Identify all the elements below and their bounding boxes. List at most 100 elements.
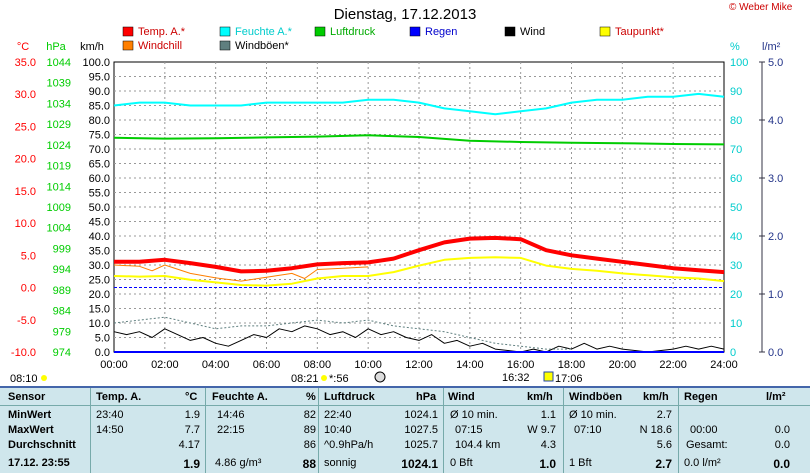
weather-chart: 00:00 02:00 04:00 06:00 08:00 10:00 12:00 14:00… (10, 26, 783, 385)
legend-label: Regen (425, 26, 457, 38)
table-divider (443, 388, 444, 473)
x-tick-label: 00:00 (100, 359, 128, 371)
legend-swatch (599, 26, 611, 37)
wind-tick-label: 75.0 (89, 130, 110, 142)
row-label-max: MaxWert (8, 424, 54, 436)
wind-tick-label: 90.0 (89, 86, 110, 98)
min-temp-value: 1.9 (184, 409, 200, 421)
wind-tick-label: 10.0 (89, 318, 110, 330)
wind-tick-label: 20.0 (89, 289, 110, 301)
temp-tick-label: 10.0 (15, 218, 36, 230)
avg-rain-label: Gesamt: (686, 439, 728, 451)
wind-tick-label: 30.0 (89, 260, 110, 272)
legend-swatch (122, 26, 134, 37)
header-press: Luftdruck (324, 391, 375, 403)
temp-tick-label: -5.0 (17, 315, 36, 327)
series-line-taupunkt (113, 256, 725, 287)
wind-tick-label: 35.0 (89, 246, 110, 258)
legend-label: Temp. A.* (138, 26, 186, 38)
header-press-unit: hPa (416, 391, 437, 403)
x-tick-label: 24:00 (710, 359, 738, 371)
legend-swatch (314, 26, 326, 37)
avg-press-value: 1025.7 (404, 439, 438, 451)
event-label: 17:06 (555, 373, 583, 385)
legend-label: Luftdruck (330, 26, 376, 38)
x-tick-label: 06:00 (253, 359, 281, 371)
header-rain: Regen (684, 391, 718, 403)
wind-tick-label: 50.0 (89, 202, 110, 214)
now-wind-bft: 0 Bft (450, 457, 473, 469)
pressure-tick-label: 1024 (47, 140, 71, 152)
min-press-value: 1024.1 (404, 409, 438, 421)
copyright-label[interactable]: © Weber Mike (729, 2, 793, 13)
temp-tick-label: 0.0 (21, 283, 36, 295)
x-tick-label: 08:00 (304, 359, 332, 371)
percent-tick-label: 30 (730, 260, 742, 272)
pressure-tick-label: 1044 (47, 57, 71, 69)
event-label: *:56 (329, 373, 349, 385)
pressure-tick-label: 1009 (47, 202, 71, 214)
series-line-temp-a (114, 235, 725, 275)
table-divider (678, 388, 679, 473)
x-tick-label: 18:00 (558, 359, 586, 371)
row-label-now: 17.12. 23:55 (8, 457, 70, 469)
header-wind-unit: km/h (527, 391, 553, 403)
percent-unit-label: % (730, 41, 740, 53)
row-label-min: MinWert (8, 409, 52, 421)
x-tick-label: 12:00 (405, 359, 433, 371)
now-weather: sonnig (324, 457, 357, 469)
legend-label: Windböen* (235, 40, 290, 52)
temp-tick-label: 35.0 (15, 57, 36, 69)
min-wind-value: 1.1 (540, 409, 556, 421)
now-gust-bft: 1 Bft (569, 457, 592, 469)
percent-tick-label: 70 (730, 144, 742, 156)
max-hum-time: 22:15 (217, 424, 245, 436)
sun-marker (41, 375, 47, 381)
percent-tick-label: 40 (730, 231, 742, 243)
table-divider (90, 388, 91, 473)
pressure-tick-label: 1019 (47, 161, 71, 173)
sunset-marker (543, 371, 554, 382)
max-gust-value: N 18.6 (639, 424, 672, 436)
x-tick-label: 16:00 (507, 359, 535, 371)
radiation-unit-label: l/m² (762, 41, 781, 53)
x-tick-label: 20:00 (609, 359, 637, 371)
temp-tick-label: 20.0 (15, 154, 36, 166)
wind-tick-label: 80.0 (89, 115, 110, 127)
legend-swatch (504, 26, 516, 37)
event-label: 08:21 (291, 373, 319, 385)
avg-wind-distance: 104.4 km (455, 439, 501, 451)
header-gust-unit: km/h (643, 391, 669, 403)
x-tick-label: 04:00 (202, 359, 230, 371)
percent-tick-label: 50 (730, 202, 742, 214)
radiation-tick-label: 2.0 (768, 231, 783, 243)
avg-gust-value: 5.6 (656, 439, 672, 451)
pressure-tick-label: 1014 (47, 181, 71, 193)
now-hum-value: 88 (302, 457, 316, 471)
wind-tick-label: 40.0 (89, 231, 110, 243)
wind-tick-label: 100.0 (82, 57, 110, 69)
now-gust-value: 2.7 (655, 457, 672, 471)
pressure-tick-label: 1004 (47, 223, 71, 235)
max-press-value: 1027.5 (404, 424, 438, 436)
min-gust-label: Ø 10 min. (569, 409, 617, 421)
temp-tick-label: 30.0 (15, 89, 36, 101)
event-label: 08:10 (10, 373, 38, 385)
radiation-tick-label: 3.0 (768, 173, 783, 185)
pressure-tick-label: 999 (53, 243, 71, 255)
avg-wind-value: 4.3 (540, 439, 556, 451)
max-temp-time: 14:50 (96, 424, 124, 436)
series-line-feuchte-a (113, 92, 725, 116)
pressure-tick-label: 974 (53, 347, 71, 359)
min-hum-value: 82 (303, 409, 316, 421)
series-line-luftdruck (113, 134, 725, 146)
min-temp-time: 23:40 (96, 409, 124, 421)
wind-tick-label: 0.0 (95, 347, 110, 359)
avg-rain-value: 0.0 (774, 439, 790, 451)
legend-swatch (219, 26, 231, 37)
series-line-wind (113, 325, 725, 353)
wind-tick-label: 70.0 (89, 144, 110, 156)
temp-tick-label: -10.0 (11, 347, 36, 359)
row-label-sensor: Sensor (8, 391, 46, 403)
temp-unit-label: °C (17, 41, 29, 53)
